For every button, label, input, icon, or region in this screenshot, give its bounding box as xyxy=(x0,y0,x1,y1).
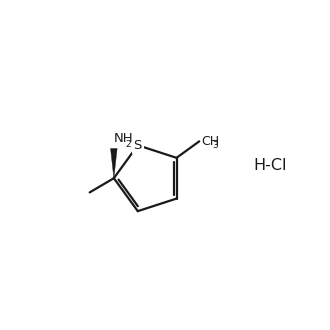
Text: NH: NH xyxy=(114,132,133,145)
Text: 2: 2 xyxy=(125,141,131,149)
Text: CH: CH xyxy=(201,135,219,148)
Polygon shape xyxy=(111,148,117,178)
Text: H-Cl: H-Cl xyxy=(254,157,287,173)
Text: 3: 3 xyxy=(213,141,218,150)
Text: S: S xyxy=(134,139,142,152)
